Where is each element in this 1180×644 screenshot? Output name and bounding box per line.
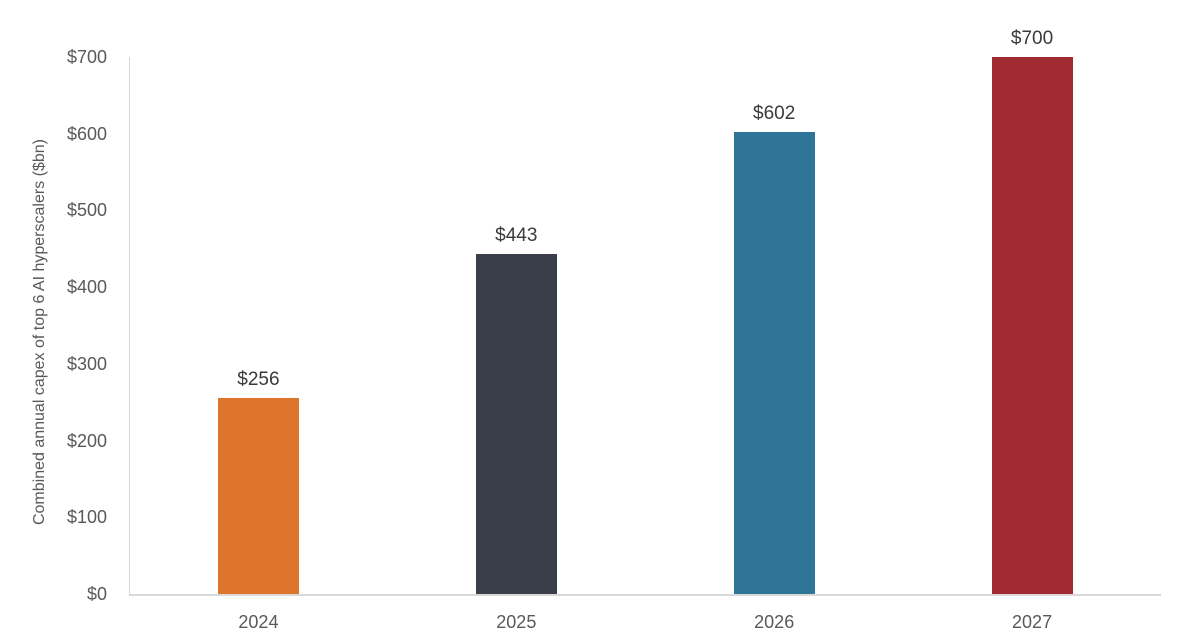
y-tick-label-400: $400: [66, 277, 107, 298]
y-axis-title: Combined annual capex of top 6 AI hypers…: [31, 139, 48, 526]
x-label-2025: 2025: [496, 612, 537, 632]
x-label-2024: 2024: [238, 612, 279, 632]
bar-2025: [475, 254, 557, 594]
y-tick-label-100: $100: [66, 507, 107, 528]
value-label-2027: $700: [1010, 28, 1054, 49]
x-label-2027: 2027: [1012, 612, 1053, 632]
y-tick-label-700: $700: [66, 47, 107, 67]
bar-2026: [733, 132, 815, 594]
bar-2027: [991, 57, 1073, 594]
value-label-2026: $602: [753, 103, 796, 125]
y-tick-label-300: $300: [66, 353, 107, 374]
value-label-2025: $443: [495, 225, 538, 247]
y-axis-line: [129, 57, 130, 596]
y-tick-label-200: $200: [66, 430, 107, 451]
x-axis-line: [129, 594, 1161, 596]
y-tick-label-0: $0: [86, 584, 107, 604]
x-label-2026: 2026: [754, 612, 795, 632]
y-tick-label-500: $500: [66, 200, 107, 221]
bar-2024: [217, 397, 299, 594]
value-label-2024: $256: [237, 368, 280, 390]
y-tick-label-600: $600: [66, 123, 107, 144]
